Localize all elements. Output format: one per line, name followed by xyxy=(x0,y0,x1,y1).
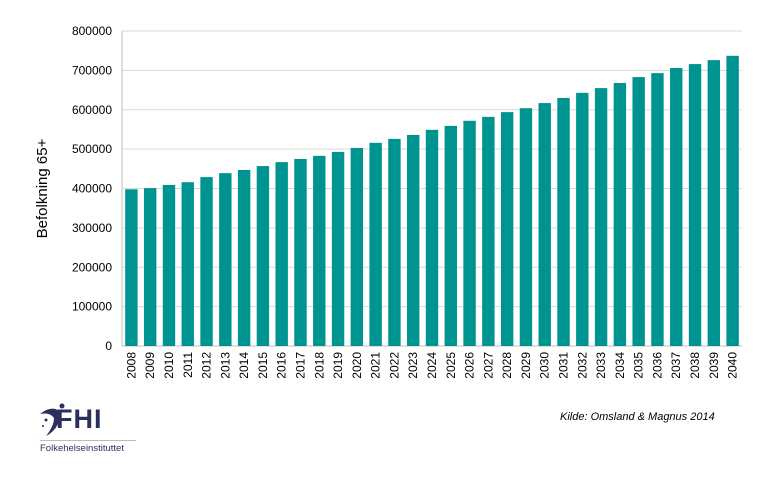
bar-2032 xyxy=(576,92,589,346)
y-tick-label: 0 xyxy=(105,339,112,353)
y-tick-label: 800000 xyxy=(72,24,112,38)
logo-name: FHI xyxy=(56,404,103,434)
y-tick-label: 200000 xyxy=(72,260,112,274)
x-tick-label: 2036 xyxy=(650,352,664,379)
bar-2029 xyxy=(519,108,533,346)
x-tick-label: 2028 xyxy=(500,352,514,379)
bar-2012 xyxy=(200,177,213,346)
x-tick-label: 2020 xyxy=(350,352,364,379)
bar-2024 xyxy=(425,129,439,346)
x-tick-label: 2030 xyxy=(538,352,552,379)
x-tick-label: 2014 xyxy=(237,352,251,379)
bar-2010 xyxy=(162,184,176,346)
bar-2023 xyxy=(407,134,420,346)
x-tick-label: 2008 xyxy=(124,352,138,379)
y-tick-label: 700000 xyxy=(72,63,112,77)
x-tick-label: 2018 xyxy=(312,352,326,379)
x-tick-label: 2017 xyxy=(293,352,307,379)
x-tick-label: 2040 xyxy=(726,352,740,379)
bar-2037 xyxy=(670,68,683,346)
bar-2030 xyxy=(538,103,551,347)
y-axis-title: Befolkning 65+ xyxy=(34,138,51,238)
bar-2035 xyxy=(632,77,645,346)
x-tick-label: 2011 xyxy=(181,352,195,378)
bar-2011 xyxy=(181,182,194,346)
fhi-logo-icon xyxy=(40,403,65,436)
x-tick-label: 2016 xyxy=(275,352,289,379)
y-tick-label: 600000 xyxy=(72,103,112,117)
bar-2036 xyxy=(651,73,664,346)
x-tick-label: 2031 xyxy=(557,352,571,379)
bar-2018 xyxy=(313,155,326,346)
bar-2028 xyxy=(500,112,514,346)
x-tick-label: 2029 xyxy=(519,352,533,379)
x-tick-label: 2024 xyxy=(425,352,439,379)
x-tick-label: 2032 xyxy=(575,352,589,379)
x-tick-label: 2033 xyxy=(594,352,608,379)
logo-subtitle: Folkehelseinstituttet xyxy=(40,440,136,454)
source-note: Kilde: Omsland & Magnus 2014 xyxy=(560,411,715,423)
bar-2026 xyxy=(463,120,476,347)
bar-2014 xyxy=(237,169,251,346)
y-tick-label: 500000 xyxy=(72,142,112,156)
x-tick-label: 2010 xyxy=(162,352,176,379)
x-tick-label: 2012 xyxy=(200,352,214,379)
bar-2016 xyxy=(275,162,288,346)
bar-2031 xyxy=(557,97,570,346)
bar-2020 xyxy=(350,147,364,346)
x-tick-label: 2038 xyxy=(688,352,702,379)
bar-2017 xyxy=(294,158,307,346)
x-tick-label: 2039 xyxy=(707,352,721,379)
bar-2021 xyxy=(369,142,382,346)
bar-2027 xyxy=(482,116,495,347)
bar-2008 xyxy=(125,189,138,346)
y-tick-label: 400000 xyxy=(72,182,112,196)
bar-2025 xyxy=(444,125,457,346)
bar-chart: 0 100000 200000 300000 400000 500000 600000 700… xyxy=(34,24,742,379)
x-tick-label: 2009 xyxy=(143,352,157,379)
bar-2022 xyxy=(388,138,401,346)
bar-2013 xyxy=(219,173,232,346)
bar-2015 xyxy=(256,166,270,346)
bar-2019 xyxy=(331,151,345,346)
bar-2040 xyxy=(726,55,739,347)
x-tick-label: 2023 xyxy=(406,352,420,379)
x-tick-label: 2015 xyxy=(256,352,270,379)
y-tick-label: 300000 xyxy=(72,221,112,235)
x-tick-label: 2026 xyxy=(463,352,477,379)
x-tick-label: 2022 xyxy=(387,352,401,379)
bar-2034 xyxy=(613,82,627,346)
x-tick-label: 2037 xyxy=(669,352,683,379)
x-tick-label: 2035 xyxy=(632,352,646,379)
x-tick-label: 2025 xyxy=(444,352,458,379)
bar-2033 xyxy=(594,88,608,346)
x-tick-label: 2034 xyxy=(613,352,627,379)
x-tick-label: 2021 xyxy=(369,352,383,379)
bar-2039 xyxy=(707,60,721,346)
x-tick-label: 2019 xyxy=(331,352,345,379)
bar-2038 xyxy=(688,64,702,346)
bar-2009 xyxy=(143,188,157,346)
y-tick-label: 100000 xyxy=(72,300,112,314)
x-tick-label: 2027 xyxy=(481,352,495,379)
x-tick-label: 2013 xyxy=(218,352,232,379)
